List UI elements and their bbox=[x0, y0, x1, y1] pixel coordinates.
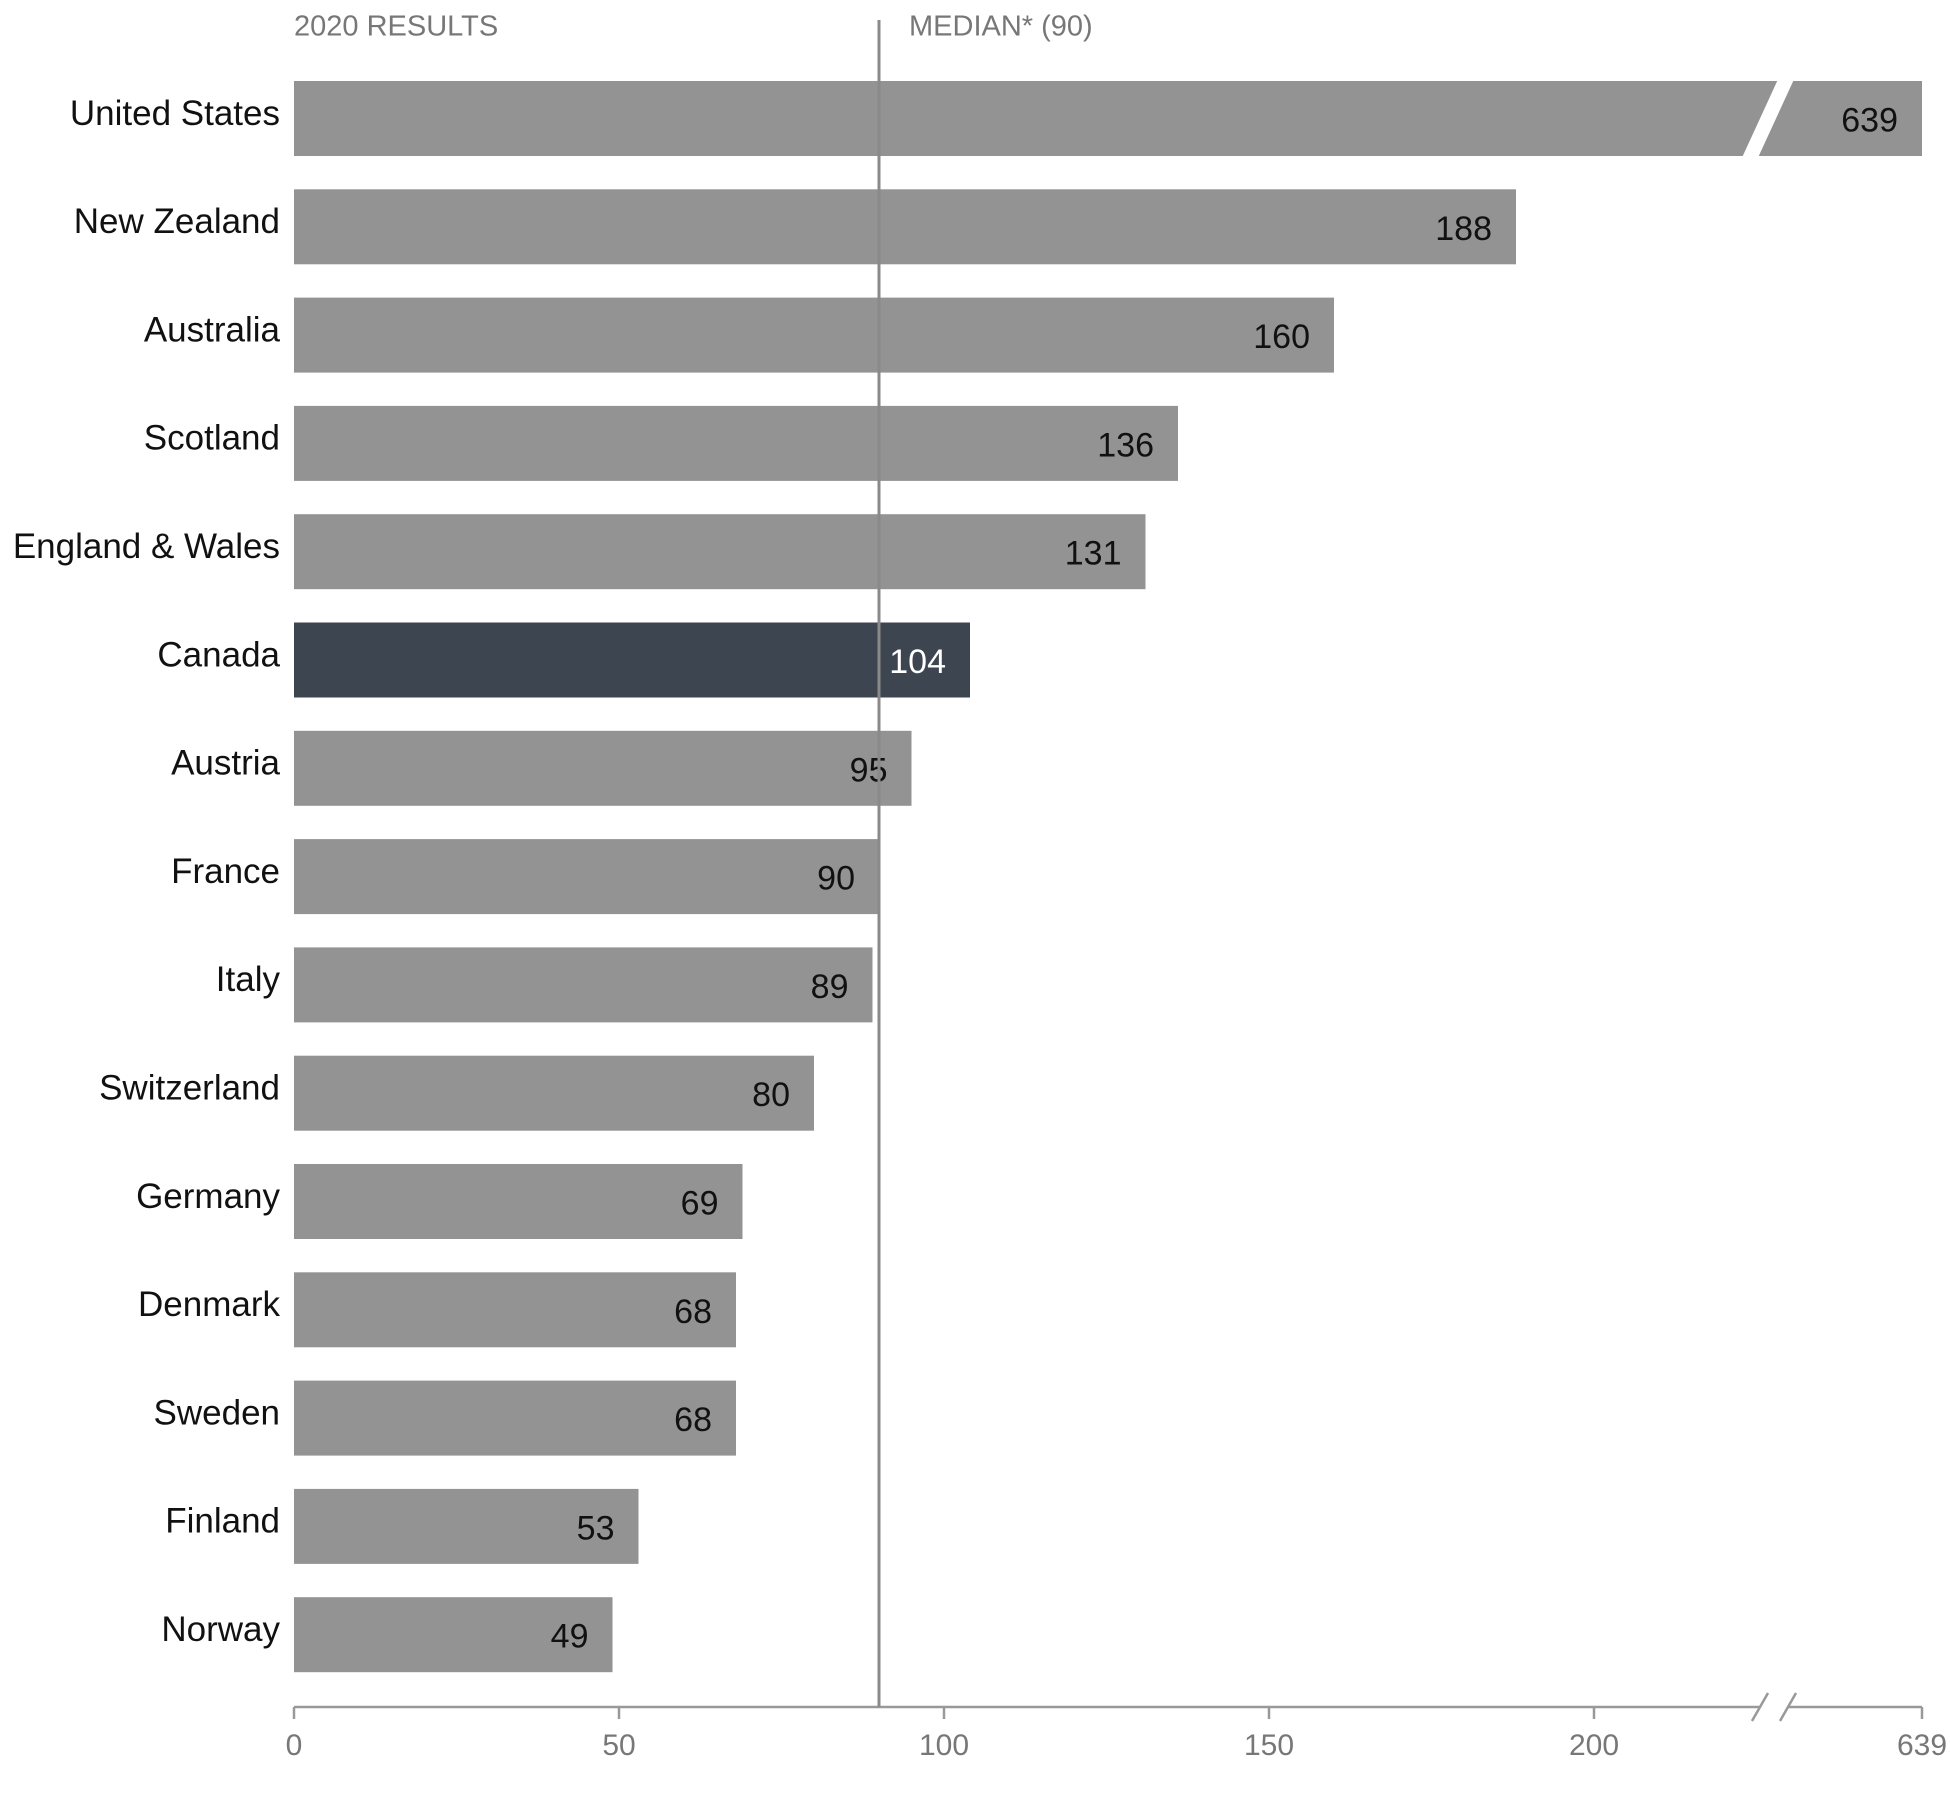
category-label: Italy bbox=[216, 960, 281, 999]
category-label: France bbox=[171, 852, 280, 891]
bar bbox=[294, 1272, 736, 1348]
value-label: 68 bbox=[674, 1293, 712, 1331]
value-label: 160 bbox=[1253, 318, 1310, 356]
bar bbox=[294, 1164, 743, 1239]
median-label: MEDIAN* (90) bbox=[909, 11, 1093, 43]
value-label: 188 bbox=[1435, 210, 1492, 248]
bar bbox=[294, 1488, 639, 1564]
bar bbox=[294, 839, 879, 915]
value-label: 49 bbox=[551, 1618, 589, 1656]
axis-break bbox=[1750, 1692, 1770, 1722]
category-label: England & Wales bbox=[13, 527, 280, 566]
bar bbox=[294, 297, 1334, 373]
bar bbox=[294, 1380, 736, 1456]
value-label: 90 bbox=[817, 860, 855, 898]
category-label: Sweden bbox=[154, 1393, 280, 1432]
value-label: 53 bbox=[577, 1509, 615, 1547]
bar bbox=[294, 405, 1178, 481]
value-label: 639 bbox=[1841, 101, 1898, 139]
axis-break bbox=[1778, 1692, 1798, 1722]
value-label: 80 bbox=[752, 1076, 790, 1114]
value-label: 136 bbox=[1097, 426, 1154, 464]
bar bbox=[294, 514, 1146, 590]
category-label: Denmark bbox=[138, 1285, 280, 1324]
x-tick-label: 200 bbox=[1569, 1729, 1619, 1762]
value-label: 95 bbox=[850, 751, 888, 789]
value-label: 131 bbox=[1065, 535, 1122, 573]
category-label: Austria bbox=[171, 744, 280, 783]
category-label: Scotland bbox=[144, 419, 280, 458]
x-tick-label: 150 bbox=[1244, 1729, 1294, 1762]
bar bbox=[294, 1597, 613, 1673]
header-label: 2020 RESULTS bbox=[294, 11, 498, 43]
value-label: 69 bbox=[681, 1184, 719, 1222]
category-label: Canada bbox=[157, 635, 280, 674]
bar bbox=[294, 947, 873, 1023]
bar bbox=[294, 81, 1922, 156]
x-tick-label: 50 bbox=[602, 1729, 635, 1762]
x-tick-label: 0 bbox=[286, 1729, 303, 1762]
value-label: 68 bbox=[674, 1401, 712, 1439]
x-tick-label: 639 bbox=[1897, 1729, 1947, 1762]
category-label: Norway bbox=[161, 1610, 280, 1649]
bar-break bbox=[1740, 75, 1796, 162]
bar bbox=[294, 1055, 814, 1131]
bar bbox=[294, 189, 1516, 265]
x-tick-label: 100 bbox=[919, 1729, 969, 1762]
value-label: 104 bbox=[889, 643, 946, 681]
category-label: Germany bbox=[136, 1177, 280, 1216]
value-label: 89 bbox=[811, 968, 849, 1006]
category-label: Finland bbox=[165, 1502, 280, 1541]
bar bbox=[294, 622, 970, 698]
category-label: New Zealand bbox=[74, 202, 280, 241]
category-label: Australia bbox=[144, 310, 281, 349]
bar bbox=[294, 730, 912, 806]
category-label: Switzerland bbox=[99, 1068, 280, 1107]
category-label: United States bbox=[70, 94, 280, 133]
